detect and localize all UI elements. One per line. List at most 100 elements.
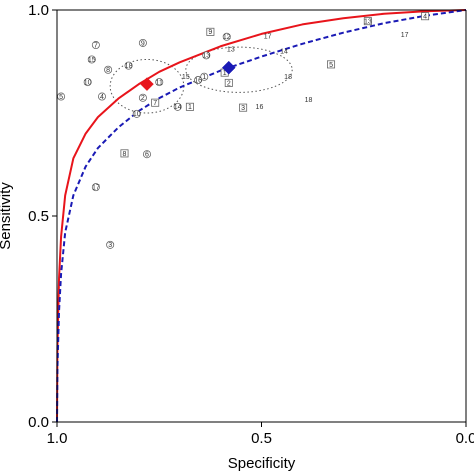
study-label: 4 <box>423 14 427 21</box>
x-tick-label: 0.5 <box>251 430 272 447</box>
study-label: 3 <box>108 242 112 249</box>
study-point: 18 <box>284 74 292 81</box>
study-marker-circle <box>222 32 231 41</box>
study-point: 16 <box>194 76 203 84</box>
study-marker-circle <box>124 61 133 70</box>
study-point: 3 <box>239 103 248 112</box>
y-axis-title: Sensitivity <box>0 182 14 250</box>
study-marker-circle <box>173 102 182 111</box>
study-marker-circle <box>87 55 96 64</box>
study-label: 17 <box>401 32 409 39</box>
study-point: 17 <box>91 183 100 192</box>
study-marker-square <box>185 102 194 111</box>
study-marker-square <box>421 12 430 21</box>
study-label: 8 <box>106 67 110 74</box>
summary-point-a <box>140 77 154 92</box>
study-marker-square <box>239 103 248 112</box>
study-label: 13 <box>202 53 210 60</box>
study-point: 9 <box>138 38 147 47</box>
study-point: 17 <box>264 33 272 40</box>
study-label: 6 <box>145 152 149 159</box>
study-label: 18 <box>305 97 313 104</box>
study-label: 14 <box>174 104 182 111</box>
study-point: 5 <box>57 92 66 101</box>
study-label: 4 <box>100 94 104 101</box>
study-point: 3 <box>106 240 115 249</box>
y-tick-label: 0.5 <box>28 208 49 225</box>
study-label: 3 <box>241 105 245 112</box>
study-point: 18 <box>124 61 133 70</box>
study-point: 9 <box>206 27 215 36</box>
study-label: 12 <box>223 34 231 41</box>
study-label: 13 <box>227 47 235 54</box>
study-label: 1 <box>223 70 227 77</box>
summary-point-b <box>221 60 236 75</box>
study-marker-square <box>363 17 372 26</box>
sroc-curve-a <box>56 9 467 423</box>
study-point: 1 <box>200 72 209 81</box>
study-point: 1 <box>185 102 194 111</box>
study-point: 12 <box>222 32 231 41</box>
study-point: 11 <box>155 78 164 87</box>
study-point: 4 <box>97 92 106 101</box>
study-label: 5 <box>59 94 63 101</box>
study-marker-circle <box>132 109 141 118</box>
study-point: 13 <box>227 47 235 54</box>
study-marker-circle <box>200 72 209 81</box>
study-marker-square <box>224 78 233 87</box>
study-point: 4 <box>421 12 430 21</box>
study-point: 13 <box>363 17 372 26</box>
study-marker-circle <box>142 150 151 159</box>
study-marker-circle <box>104 65 113 74</box>
study-marker-circle <box>97 92 106 101</box>
study-label: 1 <box>202 74 206 81</box>
y-tick-label: 1.0 <box>28 2 49 19</box>
study-point: 7 <box>91 41 100 50</box>
study-marker-circle <box>138 93 147 102</box>
x-axis-title: Specificity <box>228 455 296 472</box>
study-point: 13 <box>202 51 211 60</box>
study-label: 5 <box>329 62 333 69</box>
study-label: 18 <box>125 63 133 70</box>
study-label: 1 <box>188 104 192 111</box>
study-label: 2 <box>227 80 231 87</box>
study-label: 16 <box>194 77 202 84</box>
study-label: 15 <box>182 74 190 81</box>
study-point: 15 <box>182 74 190 81</box>
study-point: 7 <box>151 98 160 107</box>
study-marker-circle <box>202 51 211 60</box>
study-point: 15 <box>87 55 96 64</box>
study-label: 18 <box>284 74 292 81</box>
study-label: 17 <box>264 33 272 40</box>
study-label: 11 <box>156 80 163 87</box>
study-label: 16 <box>256 104 264 111</box>
study-marker-circle <box>91 183 100 192</box>
x-tick-label: 0.0 <box>456 430 474 447</box>
study-marker-circle <box>83 78 92 87</box>
study-point: 8 <box>104 65 113 74</box>
study-point: 10 <box>132 109 141 118</box>
study-label: 15 <box>88 57 96 64</box>
study-label: 14 <box>280 49 288 56</box>
study-marker-square <box>327 60 336 69</box>
study-label: 13 <box>364 19 372 26</box>
study-marker-circle <box>106 240 115 249</box>
study-point: 2 <box>138 93 147 102</box>
study-point: 5 <box>327 60 336 69</box>
study-label: 10 <box>84 80 92 87</box>
study-label: 8 <box>123 151 127 158</box>
study-label: 2 <box>141 95 145 102</box>
study-marker-square <box>151 98 160 107</box>
study-label: 9 <box>141 40 145 47</box>
study-point: 8 <box>120 149 129 158</box>
y-tick-label: 0.0 <box>28 414 49 431</box>
study-label: 7 <box>153 100 157 107</box>
study-point: 10 <box>83 78 92 87</box>
study-point: 2 <box>224 78 233 87</box>
study-marker-circle <box>155 78 164 87</box>
study-label: 10 <box>133 111 141 118</box>
study-point: 14 <box>280 49 288 56</box>
study-marker-circle <box>91 41 100 50</box>
